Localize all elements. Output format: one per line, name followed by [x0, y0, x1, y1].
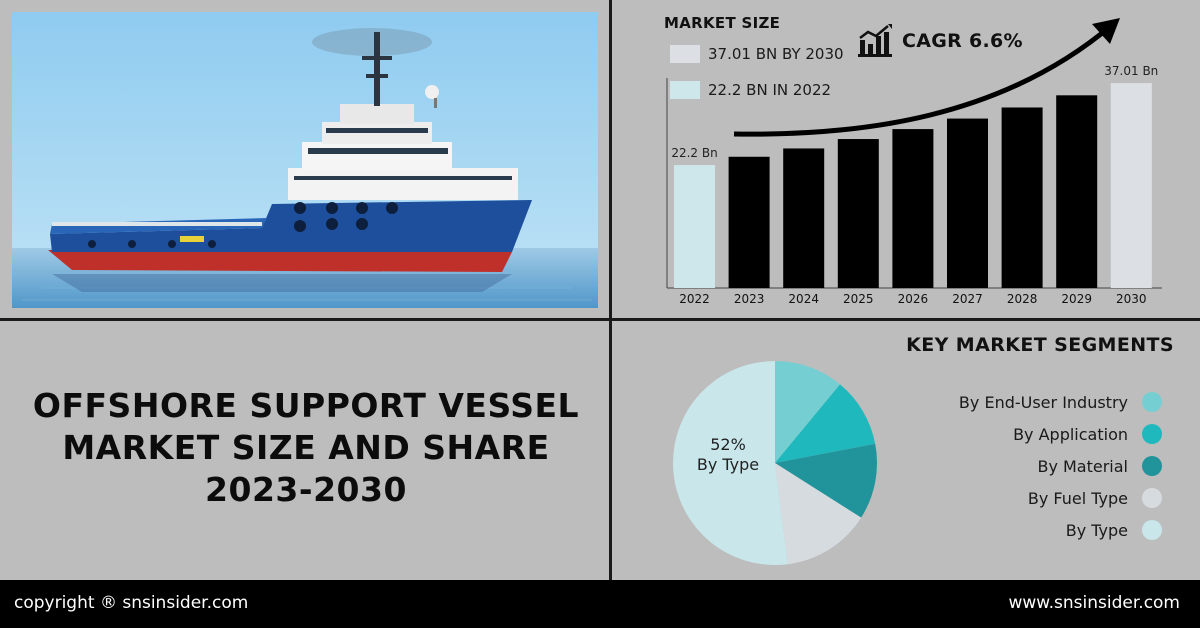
- legend-item-2022: 22.2 BN IN 2022: [670, 80, 831, 100]
- segment-dot: [1142, 488, 1162, 508]
- segment-label: By End-User Industry: [958, 392, 1128, 412]
- pie-slice-by-end-user-industry: [775, 361, 841, 463]
- x-tick-label-2028: 2028: [1007, 292, 1038, 306]
- x-tick-label-2023: 2023: [734, 292, 765, 306]
- market-size-title: MARKET SIZE: [664, 14, 781, 32]
- legend-item-2030: 37.01 BN BY 2030: [670, 44, 844, 64]
- pie-slice-by-material: [775, 443, 877, 518]
- bar-2024: [783, 148, 825, 288]
- x-tick-label-2029: 2029: [1061, 292, 1092, 306]
- copyright-text: copyright ® snsinsider.com: [14, 593, 249, 613]
- market-size-bar-chart: 2022 22.2 Bn 2023 2024 2025 2026 2027 2028 2029 2…: [666, 18, 1162, 306]
- bar-2027: [947, 118, 988, 289]
- segment-label: By Type: [1065, 520, 1128, 540]
- x-tick-label-2027: 2027: [952, 292, 983, 306]
- x-tick-label-2022: 2022: [679, 292, 710, 306]
- segment-label: By Material: [1037, 456, 1128, 476]
- segment-material: By Material: [1037, 454, 1162, 478]
- headline: OFFSHORE SUPPORT VESSEL MARKET SIZE AND …: [0, 385, 612, 511]
- segment-end-user-industry: By End-User Industry: [959, 390, 1162, 414]
- segment-dot: [1142, 424, 1162, 444]
- footer: copyright ® snsinsider.com www.snsinside…: [0, 580, 1200, 628]
- cagr-label: CAGR 6.6%: [858, 24, 1023, 58]
- segments-pie-chart: 52% By Type: [673, 361, 877, 565]
- x-tick-label-2030: 2030: [1116, 292, 1147, 306]
- ship-illustration: [12, 12, 598, 308]
- bar-2026: [892, 129, 934, 288]
- segment-label: By Application: [1013, 424, 1128, 444]
- segment-dot: [1142, 520, 1162, 540]
- segment-label: By Fuel Type: [1027, 488, 1128, 508]
- segment-fuel-type: By Fuel Type: [1028, 486, 1162, 510]
- segment-application: By Application: [1013, 422, 1162, 446]
- key-segments-title: KEY MARKET SEGMENTS: [906, 334, 1174, 356]
- segment-dot: [1142, 392, 1162, 412]
- legend-label-2022: 22.2 BN IN 2022: [708, 81, 832, 99]
- x-tick-label-2024: 2024: [788, 292, 819, 306]
- cagr-text: CAGR 6.6%: [902, 30, 1023, 52]
- legend-swatch-2030: [670, 45, 700, 63]
- growth-arrow-head: [1092, 18, 1120, 44]
- bar-2030: [1110, 83, 1152, 288]
- horizontal-divider: [0, 318, 1200, 321]
- growth-arrow: [733, 23, 1114, 137]
- pie-annotation-value: 52%: [710, 435, 746, 454]
- headline-line-1: OFFSHORE SUPPORT VESSEL: [32, 386, 580, 425]
- website-link[interactable]: www.snsinsider.com: [1008, 593, 1180, 613]
- x-tick-label-2026: 2026: [898, 292, 929, 306]
- bar-2028: [1001, 107, 1043, 289]
- legend-swatch-2022: [670, 81, 700, 99]
- bar-2029: [1056, 95, 1098, 288]
- pie-annotation-label: By Type: [697, 455, 759, 474]
- pie-slice-by-fuel-type: [775, 463, 862, 565]
- pie-slice-by-type: [673, 361, 788, 565]
- data-label-2022: 22.2 Bn: [671, 146, 717, 160]
- legend-label-2030: 37.01 BN BY 2030: [708, 45, 844, 63]
- growth-chart-icon: [858, 24, 892, 57]
- headline-line-2: MARKET SIZE AND SHARE: [62, 428, 550, 467]
- headline-panel: [0, 321, 610, 580]
- x-tick-label-2025: 2025: [843, 292, 874, 306]
- bar-2022: [674, 165, 715, 288]
- headline-line-3: 2023-2030: [205, 470, 407, 509]
- bar-2025: [837, 139, 879, 288]
- pie-slice-by-application: [775, 384, 876, 463]
- bar-2023: [728, 156, 770, 288]
- offshore-vessel-photo: [12, 12, 598, 308]
- segment-dot: [1142, 456, 1162, 476]
- segment-type: By Type: [1066, 518, 1162, 542]
- data-label-2030: 37.01 Bn: [1104, 64, 1158, 78]
- vertical-divider: [609, 0, 612, 580]
